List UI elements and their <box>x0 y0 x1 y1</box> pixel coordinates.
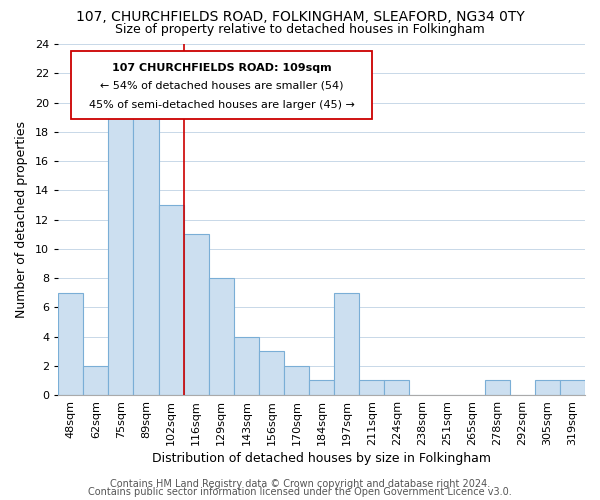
Bar <box>109 102 133 395</box>
Bar <box>385 380 409 395</box>
Text: Contains HM Land Registry data © Crown copyright and database right 2024.: Contains HM Land Registry data © Crown c… <box>110 479 490 489</box>
FancyBboxPatch shape <box>71 51 371 120</box>
Text: ← 54% of detached houses are smaller (54): ← 54% of detached houses are smaller (54… <box>100 81 343 91</box>
Y-axis label: Number of detached properties: Number of detached properties <box>15 121 28 318</box>
Text: 45% of semi-detached houses are larger (45) →: 45% of semi-detached houses are larger (… <box>89 100 355 110</box>
Bar <box>209 278 234 395</box>
Bar <box>158 205 184 395</box>
Text: Size of property relative to detached houses in Folkingham: Size of property relative to detached ho… <box>115 22 485 36</box>
Bar <box>259 351 284 395</box>
Bar <box>535 380 560 395</box>
Bar <box>284 366 309 395</box>
Text: 107 CHURCHFIELDS ROAD: 109sqm: 107 CHURCHFIELDS ROAD: 109sqm <box>112 64 331 74</box>
Bar <box>184 234 209 395</box>
Bar <box>234 336 259 395</box>
Bar <box>309 380 334 395</box>
Bar <box>83 366 109 395</box>
Bar <box>485 380 510 395</box>
Bar <box>334 292 359 395</box>
Bar <box>58 292 83 395</box>
Bar <box>133 102 158 395</box>
Bar <box>560 380 585 395</box>
Bar <box>359 380 385 395</box>
X-axis label: Distribution of detached houses by size in Folkingham: Distribution of detached houses by size … <box>152 452 491 465</box>
Text: 107, CHURCHFIELDS ROAD, FOLKINGHAM, SLEAFORD, NG34 0TY: 107, CHURCHFIELDS ROAD, FOLKINGHAM, SLEA… <box>76 10 524 24</box>
Text: Contains public sector information licensed under the Open Government Licence v3: Contains public sector information licen… <box>88 487 512 497</box>
